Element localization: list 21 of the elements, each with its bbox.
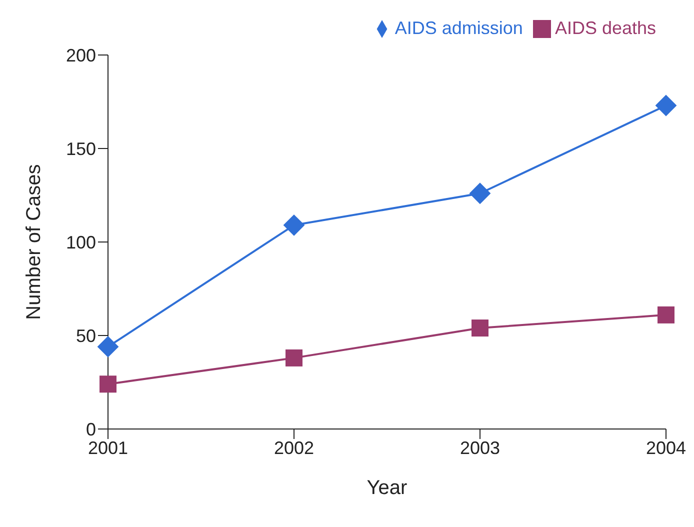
point bbox=[470, 182, 490, 204]
x-axis-title: Year bbox=[366, 477, 408, 499]
point bbox=[286, 349, 302, 366]
legend-label: AIDS deaths bbox=[554, 18, 656, 38]
y-tick-label: 100 bbox=[66, 232, 96, 252]
y-axis-title: Number of Cases bbox=[23, 164, 46, 320]
x-tick-label: 2002 bbox=[274, 438, 314, 458]
point bbox=[98, 336, 118, 358]
y-tick-label: 50 bbox=[76, 326, 96, 346]
y-tick-label: 0 bbox=[86, 419, 96, 440]
point bbox=[472, 320, 488, 337]
y-tick-label: 150 bbox=[66, 138, 96, 159]
point bbox=[100, 376, 116, 393]
legend-label: AIDS admission bbox=[394, 18, 523, 38]
point bbox=[656, 94, 676, 116]
x-tick-label: 2003 bbox=[460, 438, 500, 458]
y-tick-label: 200 bbox=[66, 45, 96, 66]
x-tick-label: 2004 bbox=[646, 438, 686, 458]
x-tick-label: 2001 bbox=[88, 438, 128, 458]
point bbox=[284, 214, 304, 236]
point bbox=[658, 306, 674, 324]
